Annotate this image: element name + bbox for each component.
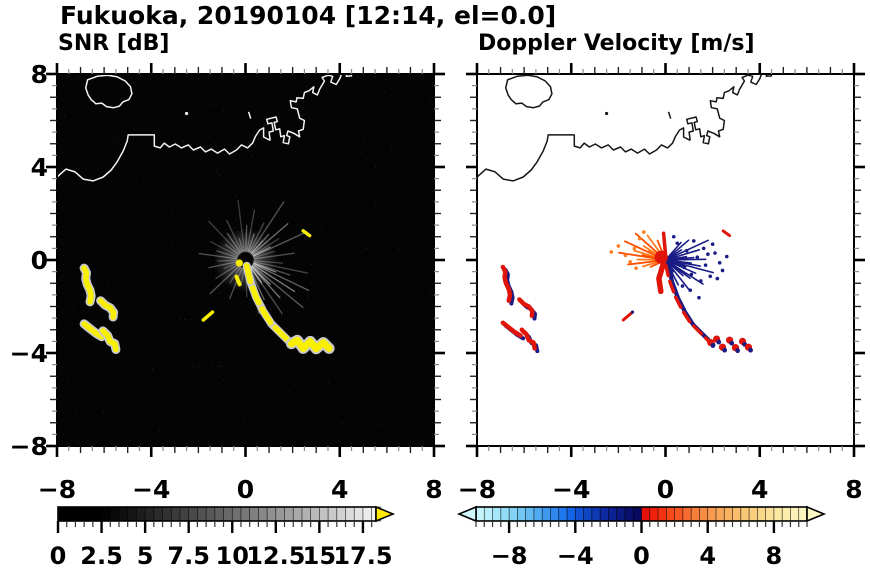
x-tick-label: 8 — [845, 475, 862, 504]
doppler-plot-content — [477, 74, 773, 354]
doppler-echoes — [500, 229, 753, 354]
colorbar-tick-label: −4 — [557, 542, 594, 570]
x-tick-label: 0 — [237, 475, 254, 504]
doppler-colorbar: −8 −4 0 4 8 — [456, 505, 827, 570]
coastline-breakwater — [247, 111, 252, 119]
snr-echoes — [79, 229, 335, 355]
colorbar-tick-label: 4 — [699, 542, 716, 570]
coastline-island — [84, 74, 133, 109]
x-tick-label: −8 — [38, 475, 76, 504]
snr-panel: −8 −4 0 4 8 8 4 0 −4 −8 — [10, 60, 445, 504]
colorbar-tick-label: 12.5 — [246, 542, 305, 570]
x-tick-label: 0 — [657, 475, 674, 504]
coastline-harbor-piers — [685, 74, 773, 145]
figure-title: Fukuoka, 20190104 [12:14, el=0.0] — [60, 1, 557, 30]
colorbar-tick-label: 7.5 — [167, 542, 210, 570]
colorbar-tick-label: 2.5 — [80, 542, 123, 570]
x-tick-label: 8 — [425, 475, 442, 504]
y-tick-label: 4 — [31, 153, 48, 182]
x-tick-label: −8 — [458, 475, 496, 504]
colorbar-under-arrow — [456, 505, 477, 523]
x-tick-label: −4 — [132, 475, 170, 504]
colorbar-tick-label: 10 — [216, 542, 249, 570]
coastline-islet — [604, 111, 609, 116]
y-tick-label: 0 — [31, 246, 48, 275]
colorbar-tick-label: 5 — [137, 542, 154, 570]
colorbar-over-arrow — [806, 505, 827, 523]
coastline — [57, 74, 353, 182]
doppler-panel-title: Doppler Velocity [m/s] — [478, 31, 755, 56]
snr-ticks — [46, 63, 445, 457]
y-tick-label: −8 — [10, 432, 48, 461]
coastline-breakwater — [667, 111, 672, 119]
y-tick-label: 8 — [31, 60, 48, 89]
doppler-ticks — [466, 63, 865, 457]
y-tick-label: −4 — [10, 339, 48, 368]
x-tick-label: 4 — [751, 475, 768, 504]
coastline-mainland — [57, 127, 271, 182]
colorbar-tick-label: 8 — [766, 542, 783, 570]
colorbar-tick-label: 17.5 — [333, 542, 392, 570]
center-speck — [245, 269, 251, 274]
snr-plot-content — [57, 74, 432, 446]
doppler-panel: −8 −4 0 4 8 — [458, 63, 865, 504]
colorbar-tick-label: −8 — [491, 542, 528, 570]
colorbar-over-arrow — [375, 505, 396, 523]
center-speck — [235, 259, 243, 267]
x-tick-label: 4 — [331, 475, 348, 504]
x-tick-label: −4 — [552, 475, 590, 504]
coastline-island — [504, 74, 553, 109]
coastline-islet — [184, 111, 189, 116]
colorbar-tick-label: 15 — [303, 542, 336, 570]
snr-panel-title: SNR [dB] — [58, 31, 170, 56]
colorbar-tick-label: 0 — [50, 542, 67, 570]
coastline-mainland — [477, 127, 691, 182]
coastline-harbor-piers — [265, 74, 353, 145]
coastline — [477, 74, 773, 182]
colorbar-tick-label: 0 — [633, 542, 650, 570]
